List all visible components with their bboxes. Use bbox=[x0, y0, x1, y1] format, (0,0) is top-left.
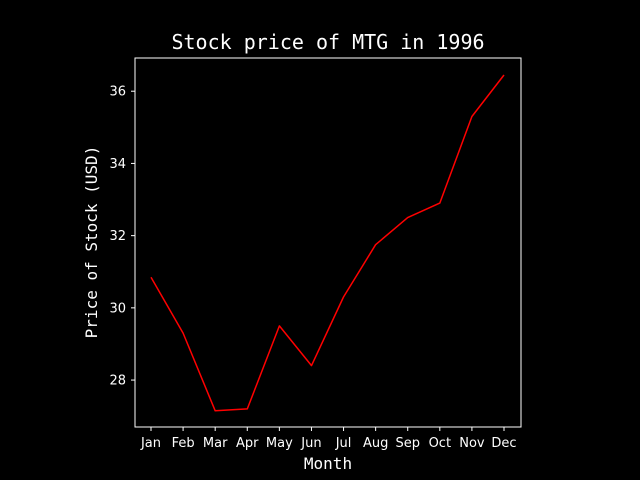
x-tick-label: Feb bbox=[172, 436, 195, 451]
x-axis-label: Month bbox=[304, 454, 352, 473]
x-tick-label: Jan bbox=[140, 436, 161, 451]
x-tick-label: Mar bbox=[203, 436, 228, 451]
y-tick-label: 28 bbox=[109, 374, 126, 389]
x-tick-label: Aug bbox=[363, 436, 388, 451]
x-tick-label: Jul bbox=[335, 436, 352, 451]
x-tick-label: Dec bbox=[491, 436, 516, 451]
x-tick-label: Apr bbox=[236, 436, 259, 451]
x-tick-label: Nov bbox=[459, 436, 485, 451]
y-tick-label: 30 bbox=[109, 301, 126, 316]
x-axis: Jan Feb Mar Apr May Jun Jul Aug Sep Oct Nov Dec bbox=[140, 427, 517, 451]
y-tick-label: 32 bbox=[109, 229, 126, 244]
x-tick-label: Jun bbox=[300, 436, 321, 451]
y-axis-label: Price of Stock (USD) bbox=[82, 146, 101, 339]
chart-title: Stock price of MTG in 1996 bbox=[171, 30, 484, 54]
y-tick-label: 34 bbox=[109, 157, 126, 172]
y-axis: 28 30 32 34 36 bbox=[109, 85, 135, 389]
y-tick-label: 36 bbox=[109, 85, 126, 100]
x-tick-label: Oct bbox=[429, 436, 451, 451]
plot-frame bbox=[134, 57, 522, 428]
x-tick-label: Sep bbox=[395, 436, 420, 451]
x-tick-label: May bbox=[266, 436, 293, 451]
series-layer bbox=[150, 74, 505, 412]
series-line bbox=[150, 74, 505, 412]
